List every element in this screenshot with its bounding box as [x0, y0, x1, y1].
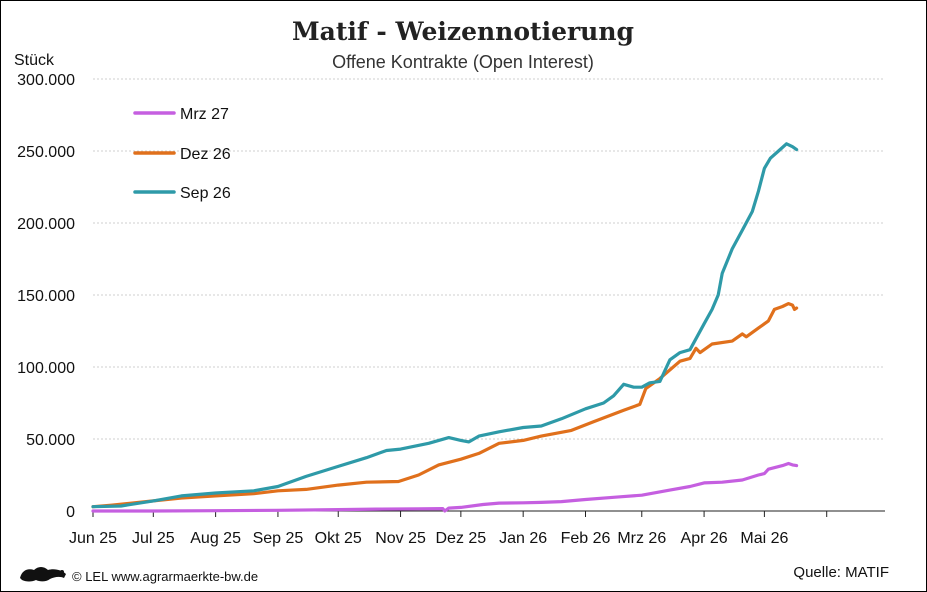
series-line-dez-26 [91, 302, 799, 509]
footer-copyright: © LEL www.agrarmaerkte-bw.de [72, 569, 258, 584]
x-tick-label: Nov 25 [375, 530, 426, 547]
series-line-sep-26 [91, 142, 799, 509]
x-tick-label: Mrz 26 [617, 530, 666, 547]
series-line-mrz-27 [91, 461, 799, 513]
y-tick-label: 100.000 [17, 360, 75, 377]
legend-label: Sep 26 [180, 185, 231, 202]
legend: Mrz 27 Dez 26 Sep 26 [133, 106, 231, 202]
y-tick-label: 200.000 [17, 216, 75, 233]
x-tick-label: Jul 25 [132, 530, 175, 547]
x-tick-label: Mai 26 [740, 530, 788, 547]
chart-subtitle: Offene Kontrakte (Open Interest) [332, 52, 594, 72]
legend-label: Dez 26 [180, 146, 231, 163]
y-tick-label: 150.000 [17, 288, 75, 305]
lion-coat-of-arms-icon [20, 567, 66, 582]
y-axis-ticks: 0 50.000 100.000 150.000 200.000 250.000 300.0… [17, 72, 75, 521]
y-tick-label: 0 [66, 504, 75, 521]
y-tick-label: 250.000 [17, 144, 75, 161]
x-tick-label: Dez 25 [436, 530, 487, 547]
y-axis-unit-label: Stück [14, 52, 55, 69]
x-tick-label: Apr 26 [681, 530, 728, 547]
series-lines [91, 142, 799, 513]
y-tick-label: 300.000 [17, 72, 75, 89]
x-axis-ticks: Jun 25 Jul 25 Aug 25 Sep 25 Okt 25 Nov 25 Dez … [69, 511, 828, 547]
source-label: Quelle: MATIF [793, 564, 889, 581]
grid-lines [93, 78, 885, 440]
x-tick-label: Okt 25 [315, 530, 362, 547]
legend-label: Mrz 27 [180, 106, 229, 123]
x-tick-label: Jun 25 [69, 530, 117, 547]
x-tick-label: Aug 25 [190, 530, 241, 547]
y-tick-label: 50.000 [26, 432, 75, 449]
x-tick-label: Sep 25 [253, 530, 304, 547]
x-tick-label: Feb 26 [561, 530, 611, 547]
chart-title: Matif - Weizennotierung [292, 17, 634, 46]
x-tick-label: Jan 26 [499, 530, 547, 547]
